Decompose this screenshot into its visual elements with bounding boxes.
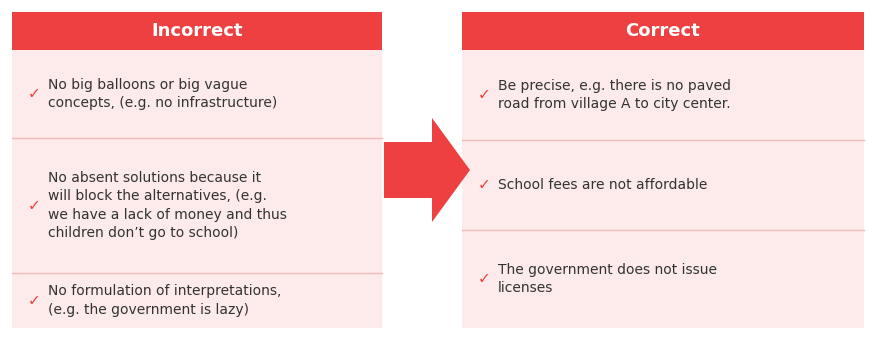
Polygon shape xyxy=(384,118,470,222)
Text: ✓: ✓ xyxy=(28,198,40,213)
Text: ✓: ✓ xyxy=(28,86,40,102)
Bar xyxy=(12,12,382,50)
Text: ✓: ✓ xyxy=(477,87,491,102)
Text: ✓: ✓ xyxy=(477,272,491,287)
Text: Incorrect: Incorrect xyxy=(152,22,243,40)
Bar xyxy=(12,12,382,328)
Text: No big balloons or big vague
concepts, (e.g. no infrastructure): No big balloons or big vague concepts, (… xyxy=(48,78,277,110)
Text: Be precise, e.g. there is no paved
road from village A to city center.: Be precise, e.g. there is no paved road … xyxy=(498,79,731,111)
Bar xyxy=(462,12,864,328)
Text: School fees are not affordable: School fees are not affordable xyxy=(498,178,708,192)
Text: No formulation of interpretations,
(e.g. the government is lazy): No formulation of interpretations, (e.g.… xyxy=(48,284,281,317)
Text: The government does not issue
licenses: The government does not issue licenses xyxy=(498,263,717,295)
Text: Correct: Correct xyxy=(625,22,701,40)
Text: No absent solutions because it
will block the alternatives, (e.g.
we have a lack: No absent solutions because it will bloc… xyxy=(48,171,286,240)
Text: ✓: ✓ xyxy=(477,177,491,192)
Bar xyxy=(462,12,864,50)
Text: ✓: ✓ xyxy=(28,293,40,308)
